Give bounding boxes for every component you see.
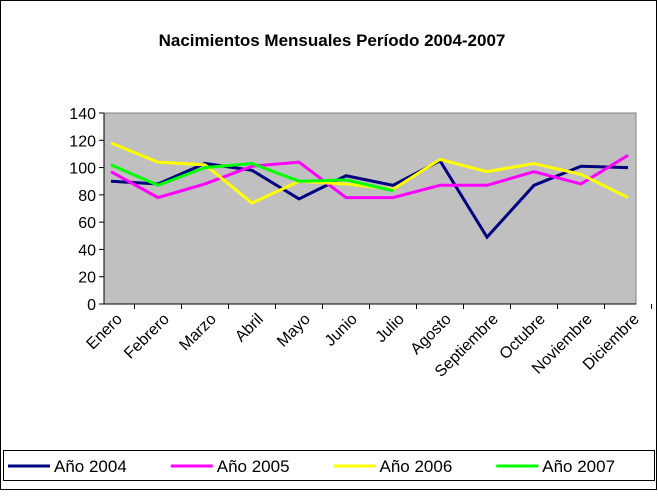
y-tick-label: 140	[69, 106, 96, 123]
y-tick-label: 20	[78, 270, 96, 287]
plot-area	[103, 112, 637, 305]
legend-label: Año 2005	[217, 457, 290, 476]
chart-title: Nacimientos Mensuales Período 2004-2007	[159, 31, 506, 50]
series-line	[110, 161, 394, 193]
series-line	[110, 158, 629, 240]
series-line	[110, 154, 629, 200]
y-tick-label: 60	[78, 215, 96, 232]
y-tick-label: 80	[78, 188, 96, 205]
y-tick-label: 0	[87, 297, 96, 314]
y-tick-label: 40	[78, 242, 96, 259]
legend-label: Año 2004	[54, 457, 127, 476]
legend-box	[3, 450, 655, 481]
legend-label: Año 2006	[380, 457, 453, 476]
legend-label: Año 2007	[542, 457, 615, 476]
y-tick-label: 120	[69, 133, 96, 150]
y-tick-label: 100	[69, 161, 96, 178]
